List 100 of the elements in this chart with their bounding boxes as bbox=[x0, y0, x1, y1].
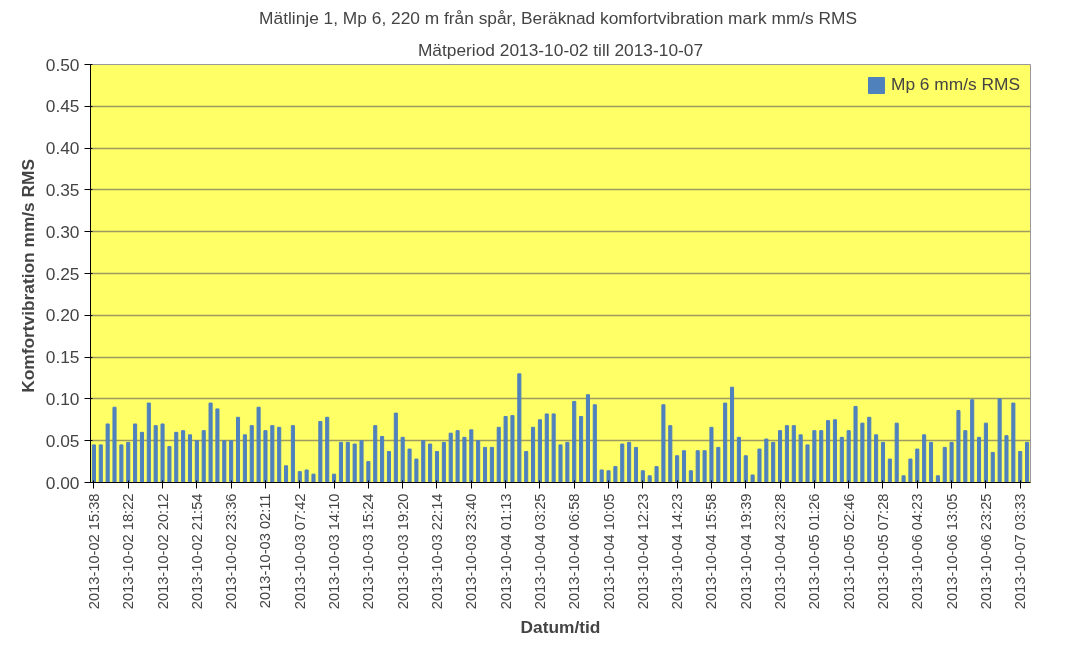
bar bbox=[311, 473, 316, 483]
bar bbox=[853, 405, 858, 483]
bar bbox=[977, 436, 982, 483]
bar bbox=[826, 420, 831, 483]
bar bbox=[819, 430, 824, 483]
bar bbox=[915, 448, 920, 483]
bar bbox=[345, 441, 350, 483]
bar bbox=[832, 419, 837, 483]
bar bbox=[393, 412, 398, 483]
bar bbox=[181, 430, 186, 483]
bar bbox=[434, 451, 440, 483]
bar bbox=[256, 406, 261, 483]
bar bbox=[963, 430, 968, 483]
y-tick-label: 0.10 bbox=[45, 388, 80, 409]
bar bbox=[215, 408, 220, 483]
bar bbox=[235, 416, 241, 483]
bar bbox=[338, 441, 343, 483]
x-tick-label: 2013-10-05 01:26 bbox=[806, 493, 823, 610]
bar bbox=[935, 475, 940, 483]
x-tick-label: 2013-10-02 15:38 bbox=[85, 493, 102, 610]
bar bbox=[723, 402, 728, 483]
bar bbox=[613, 466, 618, 483]
bar bbox=[558, 444, 563, 483]
bar bbox=[716, 446, 721, 483]
bar bbox=[544, 413, 549, 483]
bar bbox=[297, 471, 302, 483]
bar bbox=[160, 423, 165, 483]
x-tick-label: 2013-10-04 14:23 bbox=[669, 493, 686, 610]
bar bbox=[263, 430, 268, 483]
bar bbox=[1004, 435, 1009, 483]
y-tick-label: 0.35 bbox=[45, 179, 80, 200]
bar bbox=[970, 399, 975, 483]
bar bbox=[174, 431, 179, 483]
bar bbox=[531, 426, 536, 483]
bar bbox=[153, 425, 158, 483]
bar bbox=[503, 415, 508, 483]
bar bbox=[482, 446, 488, 483]
bar bbox=[736, 436, 741, 483]
bar bbox=[325, 416, 330, 483]
bar bbox=[565, 441, 570, 483]
bar bbox=[702, 450, 707, 483]
bar bbox=[764, 438, 769, 483]
bar bbox=[990, 451, 995, 483]
y-tick-label: 0.50 bbox=[45, 54, 80, 75]
bar bbox=[448, 432, 453, 483]
y-axis-title: Komfortvibration mm/s RMS bbox=[17, 158, 38, 393]
x-tick-label: 2013-10-04 19:39 bbox=[737, 493, 754, 610]
x-tick-label: 2013-10-04 12:23 bbox=[634, 493, 651, 610]
bar bbox=[949, 441, 954, 483]
bar bbox=[750, 474, 755, 483]
x-tick-label: 2013-10-02 18:22 bbox=[120, 493, 137, 610]
bar bbox=[222, 440, 227, 483]
x-tick-label: 2013-10-02 23:36 bbox=[223, 493, 240, 610]
bar bbox=[675, 455, 680, 483]
bar bbox=[304, 469, 309, 483]
bar bbox=[729, 386, 735, 483]
bar bbox=[778, 430, 783, 483]
bar bbox=[524, 451, 529, 483]
bar bbox=[489, 446, 494, 483]
bar bbox=[606, 470, 611, 483]
x-tick-label: 2013-10-04 15:58 bbox=[703, 493, 720, 610]
bar bbox=[91, 444, 96, 483]
bar bbox=[709, 426, 714, 483]
bar bbox=[812, 430, 817, 483]
x-tick-label: 2013-10-03 14:10 bbox=[326, 493, 343, 610]
bar bbox=[517, 373, 522, 483]
y-tick-label: 0.05 bbox=[45, 430, 80, 451]
bar bbox=[599, 469, 604, 483]
bar bbox=[105, 423, 110, 483]
bar bbox=[956, 410, 961, 483]
x-tick-label: 2013-10-06 04:23 bbox=[909, 493, 926, 610]
bar bbox=[592, 404, 597, 483]
bar bbox=[846, 430, 851, 483]
x-tick-label: 2013-10-05 07:28 bbox=[874, 493, 891, 610]
y-tick-label: 0.40 bbox=[45, 138, 80, 159]
bar bbox=[681, 450, 687, 483]
bar bbox=[695, 450, 700, 483]
bar bbox=[983, 422, 988, 483]
bar bbox=[1011, 402, 1016, 483]
bar bbox=[455, 430, 460, 483]
bar bbox=[627, 441, 632, 483]
x-tick-label: 2013-10-04 23:28 bbox=[772, 493, 789, 610]
bar bbox=[1018, 451, 1023, 483]
x-tick-label: 2013-10-05 02:46 bbox=[840, 493, 857, 610]
bar bbox=[290, 425, 295, 483]
x-tick-label: 2013-10-03 07:42 bbox=[291, 493, 308, 610]
bar bbox=[194, 440, 199, 483]
bar bbox=[119, 444, 124, 483]
x-tick-label: 2013-10-04 06:58 bbox=[566, 493, 583, 610]
bar bbox=[942, 446, 947, 483]
bar bbox=[366, 461, 371, 483]
bar bbox=[373, 425, 378, 483]
bar bbox=[98, 444, 103, 483]
chart-subtitle: Mätperiod 2013-10-02 till 2013-10-07 bbox=[417, 39, 704, 60]
bar bbox=[421, 440, 426, 483]
bar bbox=[229, 440, 234, 483]
bar bbox=[208, 402, 213, 483]
bar bbox=[579, 415, 584, 483]
bar bbox=[640, 470, 645, 483]
bar bbox=[572, 400, 577, 483]
